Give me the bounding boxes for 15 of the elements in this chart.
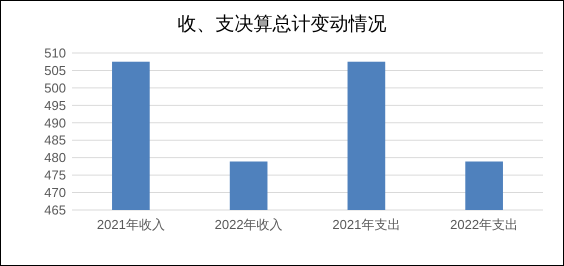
x-tick-label: 2021年支出	[332, 217, 400, 232]
y-tick-label: 465	[44, 202, 66, 218]
y-tick-label: 485	[44, 132, 66, 148]
y-tick-label: 505	[44, 62, 66, 78]
y-tick-label: 470	[44, 185, 66, 200]
y-tick-label: 500	[44, 80, 66, 96]
y-tick-label: 495	[44, 98, 66, 113]
x-tick-label: 2022年支出	[450, 217, 518, 232]
y-tick-label: 475	[44, 168, 66, 183]
y-tick-label: 490	[44, 115, 66, 130]
x-tick-label: 2022年收入	[214, 217, 283, 232]
y-tick-label: 480	[44, 150, 66, 166]
y-tick-label: 510	[44, 46, 66, 60]
chart-title: 收、支决算总计变动情况	[178, 13, 386, 35]
x-tick-label: 2021年收入	[96, 217, 165, 232]
